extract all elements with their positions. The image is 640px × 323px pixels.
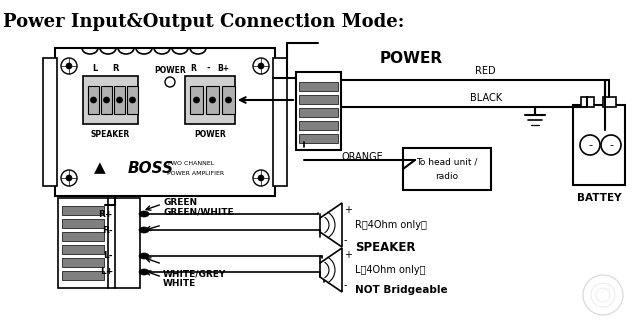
Text: BOSS: BOSS	[128, 161, 174, 175]
Bar	[114, 86, 125, 114]
Text: L（4Ohm only）: L（4Ohm only）	[355, 265, 426, 275]
Bar	[62, 206, 104, 215]
Text: GREEN: GREEN	[163, 197, 197, 206]
Bar	[403, 148, 491, 190]
Bar	[299, 121, 338, 130]
Text: POWER AMPLIFIER: POWER AMPLIFIER	[167, 171, 224, 175]
Bar	[299, 134, 338, 143]
Text: -: -	[206, 64, 210, 73]
Circle shape	[258, 175, 264, 181]
Bar	[62, 219, 104, 228]
Ellipse shape	[139, 253, 149, 259]
Text: R: R	[112, 64, 118, 73]
Text: R+: R+	[99, 210, 113, 218]
Text: -: -	[344, 280, 348, 290]
Bar	[190, 86, 203, 114]
Text: ▲: ▲	[94, 161, 106, 175]
Bar	[296, 72, 341, 150]
Ellipse shape	[139, 211, 149, 217]
Text: RED: RED	[475, 66, 495, 76]
Bar	[62, 232, 104, 241]
Circle shape	[61, 170, 77, 186]
Text: R（4Ohm only）: R（4Ohm only）	[355, 220, 427, 230]
Circle shape	[253, 58, 269, 74]
Text: POWER: POWER	[380, 50, 443, 66]
Circle shape	[104, 97, 109, 103]
Text: -: -	[609, 140, 613, 150]
Bar	[62, 258, 104, 267]
Text: Power Input&Output Connection Mode:: Power Input&Output Connection Mode:	[3, 13, 404, 31]
Bar	[581, 97, 594, 107]
Text: radio: radio	[435, 172, 459, 181]
Text: WHITE/GREY: WHITE/GREY	[163, 269, 227, 278]
Text: ORANGE: ORANGE	[341, 152, 383, 162]
Circle shape	[225, 97, 232, 103]
Bar	[62, 271, 104, 280]
Bar	[299, 82, 338, 91]
Circle shape	[90, 97, 97, 103]
Ellipse shape	[139, 227, 149, 233]
Bar	[299, 108, 338, 117]
Text: +: +	[344, 250, 352, 260]
Bar	[83, 76, 138, 124]
Bar	[55, 48, 275, 196]
Text: L-: L-	[104, 252, 113, 261]
Circle shape	[61, 58, 77, 74]
Bar	[299, 95, 338, 104]
Text: SPEAKER: SPEAKER	[90, 130, 130, 139]
Bar	[185, 76, 235, 124]
Text: GREEN/WHITE: GREEN/WHITE	[163, 207, 234, 216]
Text: SPEAKER: SPEAKER	[355, 241, 415, 254]
Circle shape	[165, 77, 175, 87]
Polygon shape	[320, 203, 342, 247]
Circle shape	[193, 97, 200, 103]
Text: +: +	[344, 205, 352, 215]
Circle shape	[129, 97, 136, 103]
Circle shape	[116, 97, 122, 103]
Circle shape	[580, 135, 600, 155]
Bar	[58, 198, 108, 288]
Text: To head unit /: To head unit /	[416, 158, 477, 166]
Bar	[115, 198, 140, 288]
Polygon shape	[320, 248, 342, 292]
Circle shape	[601, 135, 621, 155]
Circle shape	[66, 63, 72, 69]
Text: BATTEY: BATTEY	[577, 193, 621, 203]
Circle shape	[253, 170, 269, 186]
Text: L: L	[92, 64, 98, 73]
Bar	[603, 97, 616, 107]
Bar	[88, 86, 99, 114]
Text: WHITE: WHITE	[163, 279, 196, 288]
Text: BLACK: BLACK	[470, 93, 502, 103]
Circle shape	[209, 97, 216, 103]
Bar	[273, 58, 287, 186]
Bar	[573, 105, 625, 185]
Text: POWER: POWER	[154, 66, 186, 75]
Ellipse shape	[139, 269, 149, 275]
Bar	[62, 245, 104, 254]
Circle shape	[258, 63, 264, 69]
Bar	[43, 58, 57, 186]
Text: R: R	[190, 64, 196, 73]
Bar	[206, 86, 219, 114]
Text: NOT Bridgeable: NOT Bridgeable	[355, 285, 447, 295]
Bar	[127, 86, 138, 114]
Bar	[222, 86, 235, 114]
Text: -: -	[344, 235, 348, 245]
Bar	[101, 86, 112, 114]
Text: B+: B+	[217, 64, 229, 73]
Text: -: -	[588, 140, 592, 150]
Text: L+: L+	[100, 267, 113, 276]
Text: R-: R-	[102, 225, 113, 234]
Text: TWO CHANNEL: TWO CHANNEL	[167, 161, 214, 165]
Circle shape	[66, 175, 72, 181]
Text: POWER: POWER	[194, 130, 226, 139]
